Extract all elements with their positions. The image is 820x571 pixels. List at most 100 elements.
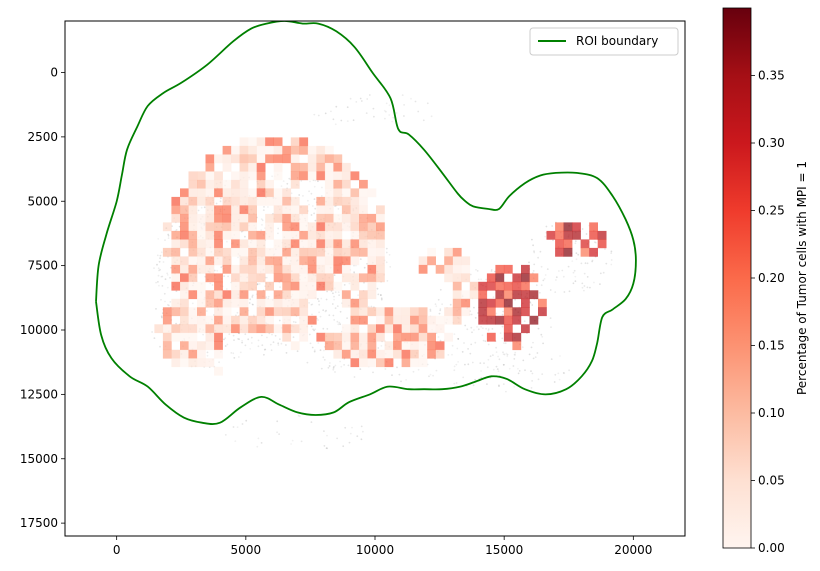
heatmap-cell-497: [401, 349, 411, 359]
cell-point-1128: [282, 180, 285, 183]
heatmap-cell-456: [367, 273, 377, 283]
heatmap-cell-542: [452, 315, 462, 325]
cell-point-1255: [264, 348, 267, 351]
heatmap-cell-256: [273, 256, 283, 266]
cell-point-1078: [200, 206, 203, 209]
heatmap-cell-13: [171, 239, 181, 249]
heatmap-cell-21: [171, 324, 181, 334]
heatmap-cell-577: [512, 281, 522, 291]
cell-point-1105: [232, 426, 235, 428]
heatmap-cell-374: [333, 154, 343, 164]
heatmap-cell-470: [376, 247, 385, 257]
cell-point-94: [316, 298, 319, 300]
cell-point-1423: [365, 112, 368, 114]
cell-point-1041: [366, 98, 369, 100]
heatmap-cell-585: [521, 281, 530, 291]
heatmap-cell-482: [384, 324, 394, 334]
cell-point-738: [279, 338, 281, 340]
cell-point-412: [244, 344, 247, 347]
heatmap-cell-14: [171, 247, 181, 257]
cell-point-438: [353, 376, 356, 378]
cell-point-349: [238, 338, 241, 341]
cell-point-906: [300, 440, 303, 443]
cell-point-1406: [308, 333, 311, 336]
cell-point-1369: [318, 303, 321, 306]
cell-point-22: [457, 338, 460, 340]
cell-point-887: [234, 440, 237, 442]
heatmap-cell-189: [239, 324, 249, 334]
cell-point-576: [503, 342, 505, 344]
legend-box: [529, 27, 679, 56]
cell-point-1240: [332, 368, 335, 371]
heatmap-cell-553: [478, 298, 488, 308]
heatmap-cell-162: [231, 273, 240, 283]
cell-point-52: [474, 341, 477, 344]
heatmap-cell-465: [376, 205, 385, 215]
heatmap-cell-505: [410, 358, 419, 368]
cell-point-69: [228, 333, 231, 336]
cell-point-113: [269, 343, 272, 346]
cell-point-1271: [492, 354, 494, 356]
heatmap-cell-202: [248, 247, 257, 257]
heatmap-cell-519: [427, 332, 436, 342]
heatmap-cell-126: [214, 324, 223, 334]
heatmap-cell-539: [452, 290, 462, 300]
cell-point-444: [485, 278, 488, 281]
heatmap-cell-604: [572, 222, 581, 232]
heatmap-cell-253: [273, 213, 283, 223]
cell-point-302: [589, 286, 591, 289]
heatmap-cell-515: [427, 247, 436, 257]
cell-point-681: [549, 289, 552, 291]
heatmap-cell-414: [350, 213, 360, 223]
heatmap-cell-81: [197, 307, 206, 317]
cell-point-1138: [429, 310, 432, 312]
cell-point-451: [385, 247, 388, 250]
heatmap-cell-139: [222, 222, 232, 232]
cell-point-1346: [530, 346, 533, 349]
heatmap-cell-45: [188, 171, 198, 181]
colorbar: 0.00 0.05 0.10 0.15 0.20 0.25 0.30 0.35 Percent…: [722, 7, 809, 555]
cell-point-1283: [372, 371, 374, 374]
cell-point-817: [380, 297, 383, 300]
heatmap-cell-540: [452, 298, 462, 308]
cell-point-1092: [333, 295, 335, 298]
heatmap-cell-314: [299, 247, 309, 257]
heatmap-cell-177: [239, 213, 249, 223]
cell-point-827: [391, 374, 393, 376]
cell-point-1239: [218, 361, 221, 364]
cell-point-618: [326, 328, 329, 330]
heatmap-cell-317: [299, 273, 309, 283]
cell-point-1136: [310, 421, 313, 423]
heatmap-cell-380: [333, 213, 343, 223]
heatmap-cell-407: [341, 332, 351, 342]
cell-point-695: [151, 331, 154, 333]
heatmap-cell-382: [333, 230, 343, 240]
heatmap-cell-141: [222, 247, 232, 257]
cell-point-661: [313, 113, 316, 116]
heatmap-cell-91: [205, 188, 215, 198]
cell-point-103: [249, 298, 252, 301]
heatmap-cell-16: [171, 264, 181, 274]
heatmap-cell-161: [231, 264, 240, 274]
heatmap-cell-599: [555, 247, 564, 257]
cell-point-39: [313, 349, 316, 352]
cell-point-145: [453, 333, 456, 335]
heatmap-cell-435: [359, 222, 368, 232]
cell-point-1181: [326, 434, 328, 437]
cell-point-1072: [480, 278, 482, 281]
heatmap-cell-281: [282, 324, 292, 334]
heatmap-cell-198: [248, 213, 257, 223]
heatmap-cell-267: [282, 205, 292, 215]
cell-point-124: [223, 275, 226, 277]
cell-point-142: [277, 344, 280, 346]
heatmap-cell-341: [316, 162, 326, 172]
heatmap-cell-305: [299, 137, 309, 147]
heatmap-cell-66: [188, 358, 198, 368]
heatmap-cell-571: [503, 298, 513, 308]
cell-point-579: [456, 347, 459, 350]
cell-point-1002: [160, 298, 162, 301]
heatmap-cell-364: [324, 222, 334, 232]
cell-point-1066: [455, 382, 458, 384]
cell-point-973: [158, 284, 160, 287]
heatmap-cell-461: [367, 332, 377, 342]
